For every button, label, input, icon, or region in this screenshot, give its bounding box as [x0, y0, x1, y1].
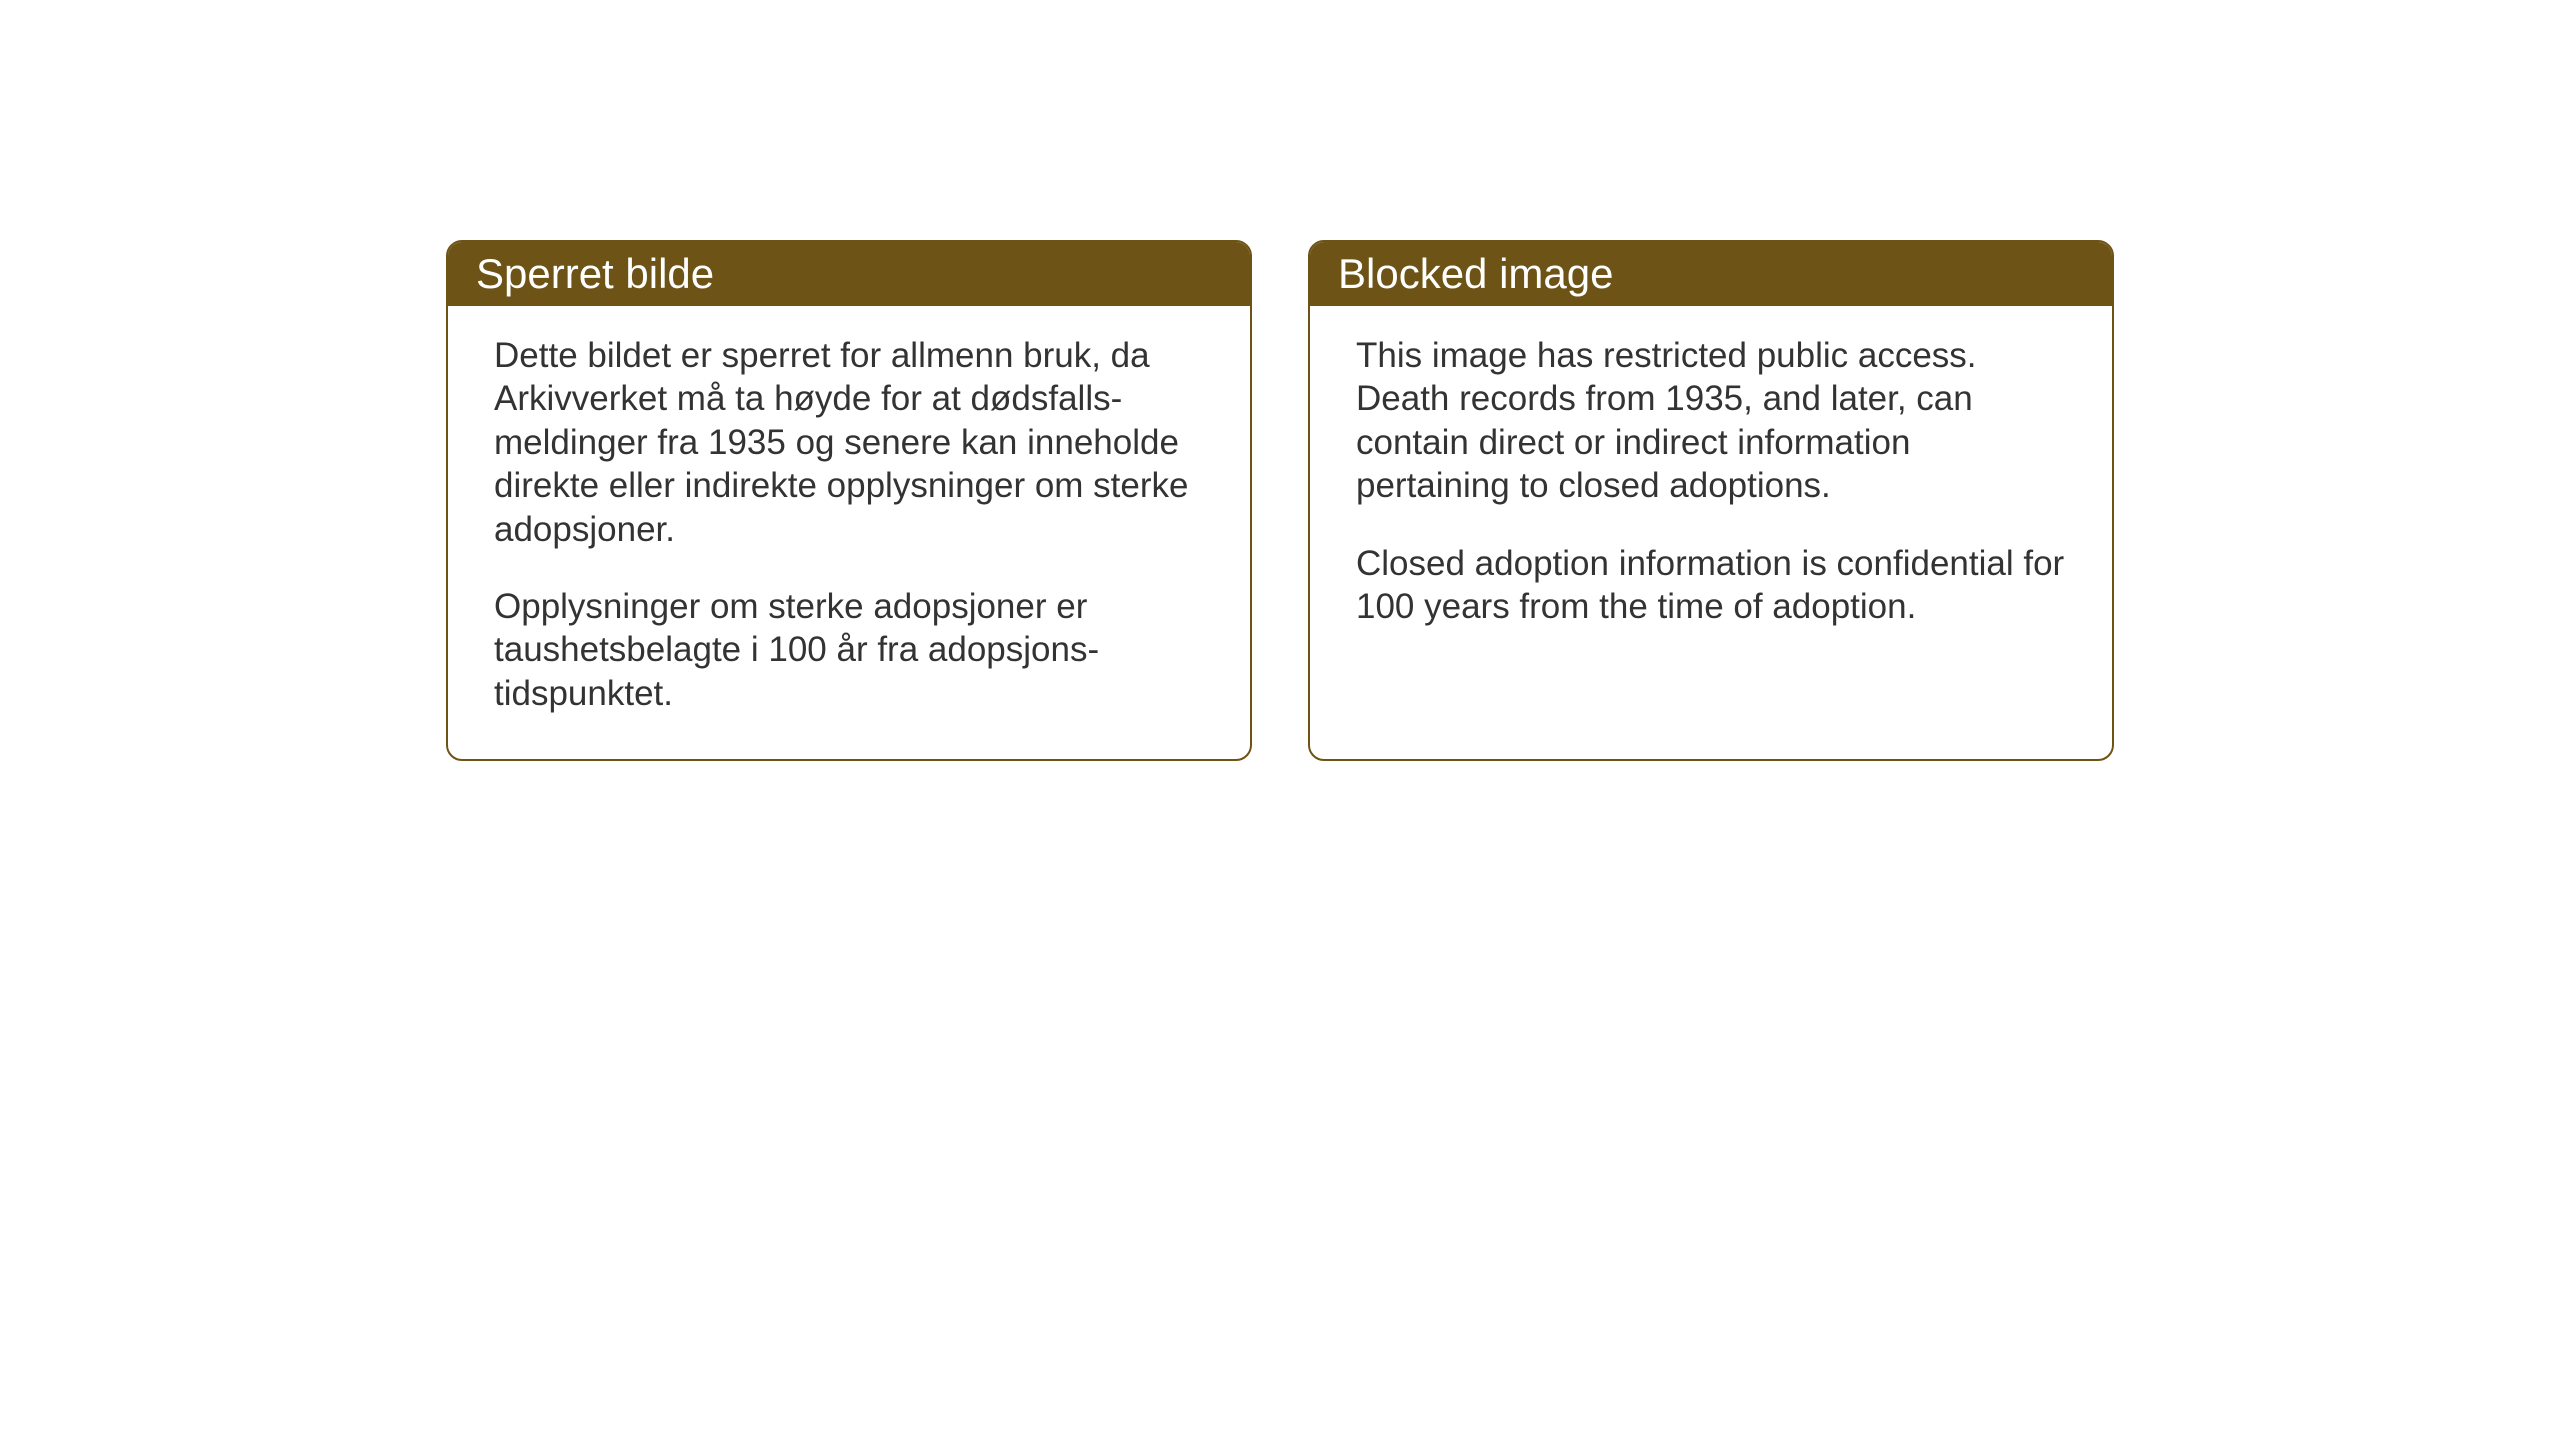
card-title-english: Blocked image [1338, 250, 1613, 297]
card-paragraph1-norwegian: Dette bildet er sperret for allmenn bruk… [494, 334, 1204, 551]
card-paragraph1-english: This image has restricted public access.… [1356, 334, 2066, 508]
card-norwegian: Sperret bilde Dette bildet er sperret fo… [446, 240, 1252, 761]
card-body-norwegian: Dette bildet er sperret for allmenn bruk… [448, 306, 1250, 759]
card-body-english: This image has restricted public access.… [1310, 306, 2112, 672]
card-paragraph2-norwegian: Opplysninger om sterke adopsjoner er tau… [494, 585, 1204, 715]
card-paragraph2-english: Closed adoption information is confident… [1356, 542, 2066, 629]
card-title-norwegian: Sperret bilde [476, 250, 714, 297]
cards-container: Sperret bilde Dette bildet er sperret fo… [446, 240, 2114, 761]
card-header-english: Blocked image [1310, 242, 2112, 306]
card-header-norwegian: Sperret bilde [448, 242, 1250, 306]
card-english: Blocked image This image has restricted … [1308, 240, 2114, 761]
